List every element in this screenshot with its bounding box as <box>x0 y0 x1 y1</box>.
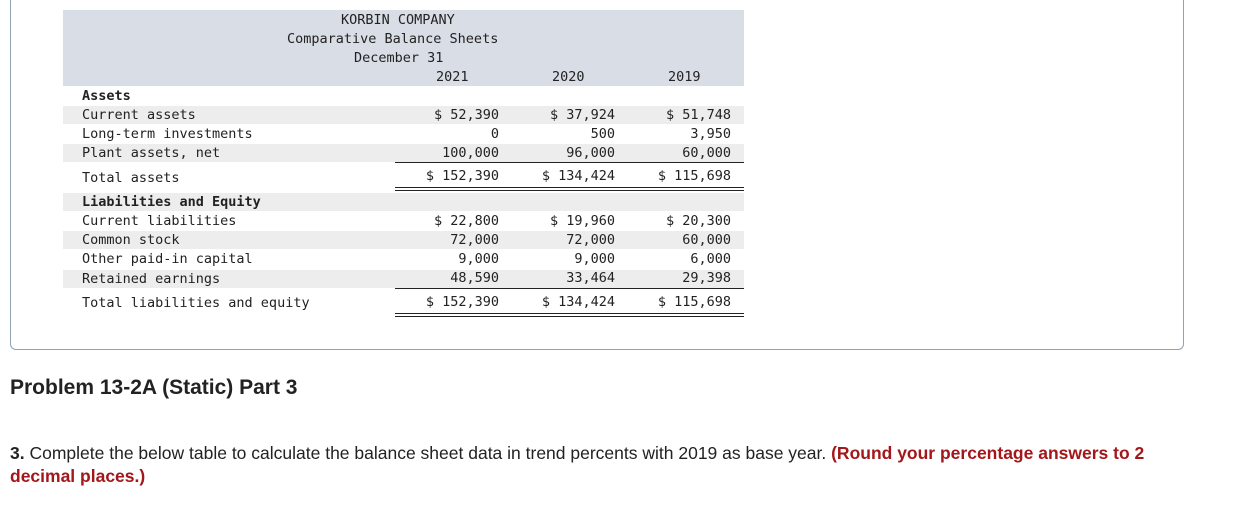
cell-value: 6,000 <box>690 251 731 267</box>
row-label: Current liabilities <box>82 213 237 229</box>
subtotal-rule <box>395 288 744 289</box>
row-label: Common stock <box>82 232 180 248</box>
cell-value: 3,950 <box>690 126 731 142</box>
cell-value: $ 134,424 <box>541 294 615 310</box>
row-label: Long-term investments <box>82 126 253 142</box>
total-double-rule <box>395 187 744 188</box>
liabilities-heading: Liabilities and Equity <box>82 194 261 210</box>
statement-date: December 31 <box>354 50 444 66</box>
cell-value: $ 37,924 <box>549 107 615 123</box>
total-double-rule <box>395 190 744 191</box>
cell-value: 96,000 <box>566 145 615 161</box>
company-name: KORBIN COMPANY <box>341 12 455 28</box>
cell-value: $ 134,424 <box>541 168 615 184</box>
cell-value: 48,590 <box>450 270 499 286</box>
cell-value: 60,000 <box>682 232 731 248</box>
row-label: Current assets <box>82 107 196 123</box>
total-double-rule <box>395 316 744 317</box>
statement-header: KORBIN COMPANY Comparative Balance Sheet… <box>63 10 744 86</box>
cell-value: 72,000 <box>566 232 615 248</box>
cell-value: $ 19,960 <box>549 213 615 229</box>
cell-value: 500 <box>590 126 615 142</box>
assets-heading: Assets <box>82 88 131 104</box>
instruction-body: Complete the below table to calculate th… <box>24 443 832 463</box>
cell-value: $ 152,390 <box>425 168 499 184</box>
cell-value: 72,000 <box>450 232 499 248</box>
row-band <box>63 144 744 162</box>
cell-value: $ 52,390 <box>433 107 499 123</box>
cell-value: $ 20,300 <box>665 213 731 229</box>
cell-value: $ 115,698 <box>657 294 731 310</box>
row-label: Plant assets, net <box>82 145 221 161</box>
total-double-rule <box>395 313 744 314</box>
row-label: Other paid-in capital <box>82 251 253 267</box>
cell-value: 9,000 <box>458 251 499 267</box>
cell-value: 29,398 <box>682 270 731 286</box>
cell-value: $ 51,748 <box>665 107 731 123</box>
instruction-text: 3. Complete the below table to calculate… <box>10 442 1200 488</box>
year-2020: 2020 <box>552 69 585 85</box>
cell-value: 100,000 <box>442 145 499 161</box>
problem-title: Problem 13-2A (Static) Part 3 <box>10 376 298 399</box>
cell-value: 33,464 <box>566 270 615 286</box>
cell-value: $ 152,390 <box>425 294 499 310</box>
instruction-highlight: (Round your percentage answers to 2 deci… <box>10 443 1145 486</box>
row-band <box>63 231 744 249</box>
year-2021: 2021 <box>436 69 469 85</box>
row-label: Retained earnings <box>82 271 221 287</box>
statement-title: Comparative Balance Sheets <box>287 31 499 47</box>
cell-value: 60,000 <box>682 145 731 161</box>
row-label: Total liabilities and equity <box>82 295 310 311</box>
cell-value: $ 115,698 <box>657 168 731 184</box>
instruction-number: 3. <box>10 443 25 463</box>
row-band <box>63 270 744 288</box>
cell-value: 0 <box>490 126 499 142</box>
cell-value: $ 22,800 <box>433 213 499 229</box>
row-band <box>63 106 744 124</box>
subtotal-rule <box>395 162 744 163</box>
row-band <box>63 193 744 211</box>
year-2019: 2019 <box>668 69 701 85</box>
row-label: Total assets <box>82 170 180 186</box>
cell-value: 9,000 <box>574 251 615 267</box>
